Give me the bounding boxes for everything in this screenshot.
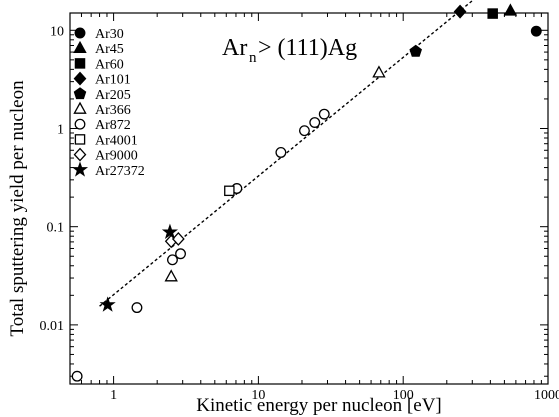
- data-point: [372, 65, 386, 78]
- legend-marker: [74, 27, 86, 39]
- legend-label: Ar9000: [95, 149, 138, 164]
- legend-marker: [74, 118, 86, 130]
- legend-marker: [73, 71, 87, 86]
- data-point: [487, 8, 498, 19]
- y-tick-label: 0.01: [40, 319, 65, 334]
- legend-label: Ar366: [95, 103, 131, 118]
- legend-label: Ar205: [95, 88, 131, 103]
- legend-label: Ar101: [95, 73, 131, 88]
- data-point: [167, 254, 178, 266]
- data-point: [309, 117, 321, 128]
- annotation-main: Ar: [222, 35, 247, 61]
- series-ar205: [409, 44, 422, 57]
- data-point: [164, 269, 178, 282]
- chart-annotation: Ar n > (111)Ag: [222, 35, 357, 66]
- y-tick-label: 1: [57, 122, 64, 137]
- data-point: [71, 370, 83, 382]
- legend-label: Ar4001: [95, 133, 138, 148]
- data-point: [503, 3, 518, 16]
- series-ar101: [453, 4, 467, 19]
- series-ar60: [487, 8, 498, 19]
- legend-label: Ar27372: [95, 164, 145, 179]
- legend-marker: [73, 40, 87, 54]
- data-point: [171, 231, 185, 246]
- annotation-subscript: n: [249, 50, 257, 66]
- legend-marker: [74, 58, 86, 69]
- legend-label: Ar45: [95, 42, 124, 57]
- data-point: [453, 4, 467, 19]
- series-ar30: [530, 25, 542, 37]
- legend-marker: [74, 134, 86, 145]
- x-tick-label: 100: [393, 388, 414, 403]
- fit-line: [99, 0, 473, 307]
- plot-frame: [69, 12, 549, 385]
- series-ar366: [164, 65, 386, 282]
- data-point: [409, 44, 422, 57]
- legend-marker: [73, 87, 87, 100]
- axis-ticks: [69, 13, 549, 384]
- x-tick-label: 10: [251, 388, 265, 403]
- x-tick-label: 1000: [534, 388, 559, 403]
- y-tick-label: 10: [50, 24, 64, 39]
- legend-label: Ar872: [95, 118, 131, 133]
- legend: Ar30Ar45Ar60Ar101Ar205Ar366Ar872Ar4001Ar…: [71, 27, 145, 179]
- series-ar4001: [224, 185, 235, 197]
- y-axis-label: Total sputtering yield per nucleon: [7, 80, 28, 337]
- data-point: [224, 185, 235, 197]
- data-point: [299, 125, 310, 137]
- data-point: [131, 302, 143, 314]
- legend-marker: [73, 101, 87, 114]
- data-point: [175, 248, 186, 260]
- legend-label: Ar60: [95, 57, 124, 72]
- y-tick-label: 0.1: [47, 221, 65, 236]
- x-tick-label: 1: [110, 388, 117, 403]
- annotation-rest: > (111)Ag: [258, 35, 357, 61]
- x-axis-label: Kinetic energy per nucleon [eV]: [196, 395, 442, 416]
- series-ar45: [503, 3, 518, 16]
- legend-marker: [73, 147, 87, 162]
- series-ar27372: [99, 223, 178, 312]
- legend-marker: [71, 161, 89, 177]
- data-point: [161, 223, 178, 239]
- data-point: [275, 147, 287, 158]
- data-point: [318, 108, 330, 120]
- data-point: [99, 296, 116, 312]
- legend-label: Ar30: [95, 27, 124, 42]
- data-point: [530, 25, 542, 37]
